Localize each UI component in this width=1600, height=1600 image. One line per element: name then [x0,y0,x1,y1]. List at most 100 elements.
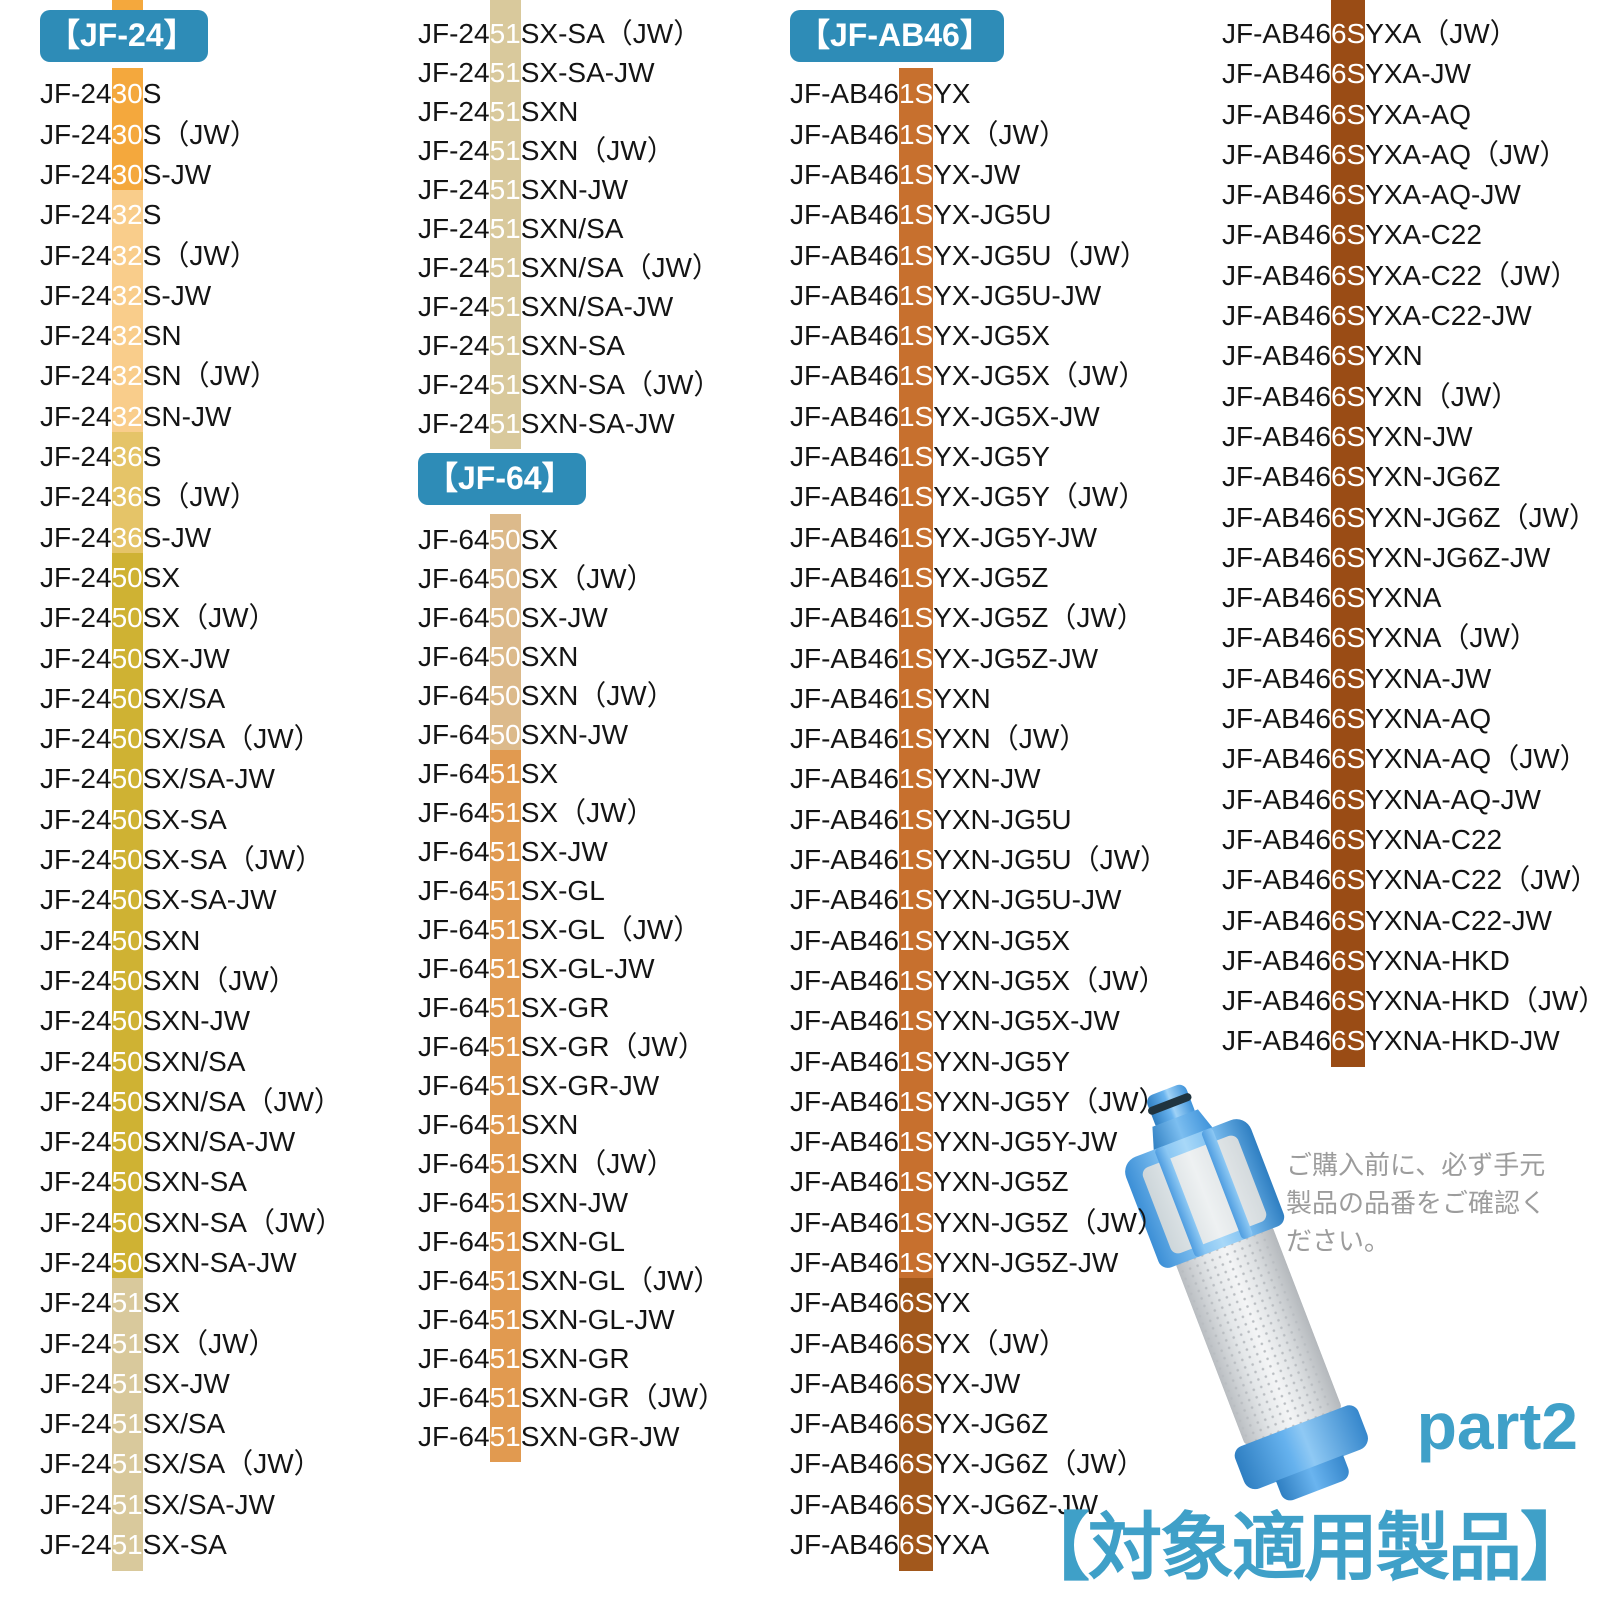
model-item: JF-6451SX（JW） [418,793,786,832]
model-item: JF-6451SX-GR（JW） [418,1027,786,1066]
model-prefix: JF-24 [418,252,490,283]
model-prefix: JF-64 [418,1226,490,1258]
model-item: JF-2450SXN [40,921,410,961]
model-highlight: 1S [898,602,934,634]
model-suffix: YX-JW [933,158,1021,190]
model-suffix: SX-GL [520,875,605,907]
model-item: JF-2450SX-SA（JW） [40,840,410,880]
model-item: JF-AB461SYX-JG5Y [790,437,1210,477]
model-suffix: SXN-GL-JW [520,1304,675,1336]
model-highlight: 6S [1330,783,1366,815]
model-prefix: JF-24 [418,291,490,322]
model-highlight: 1S [898,642,934,674]
model-item: JF-2451SX/SA（JW） [40,1444,410,1484]
model-highlight: 50 [111,642,143,674]
model-prefix: JF-24 [40,158,112,190]
model-item: JF-AB466SYXA-AQ [1222,95,1594,135]
model-item: JF-2451SX [40,1283,410,1323]
model-item: JF-2451SX-JW [40,1364,410,1404]
model-item: JF-AB466SYXNA-AQ [1222,699,1594,739]
model-suffix: SXN [142,924,201,956]
model-suffix: SX/SA-JW [142,1488,275,1520]
model-suffix: SX-SA [142,1529,227,1561]
model-highlight: 50 [111,803,143,835]
model-prefix: JF-24 [40,1206,112,1238]
model-item: JF-6451SXN-GL（JW） [418,1261,786,1300]
model-suffix: YXN [1365,340,1423,372]
model-item: JF-AB466SYXNA-AQ-JW [1222,780,1594,820]
model-prefix: JF-AB46 [1222,944,1331,976]
model-highlight: 50 [111,1085,143,1117]
model-suffix: SN-JW [142,400,232,432]
model-highlight: 1S [898,400,934,432]
model-highlight: 6S [898,1327,934,1359]
model-item: JF-AB461SYX-JG5X（JW） [790,356,1210,396]
model-suffix: YXNA-JW [1365,662,1492,694]
model-highlight: 32 [111,360,143,392]
model-item: JF-AB461SYXN（JW） [790,719,1210,759]
model-highlight: 6S [898,1448,934,1480]
model-prefix: JF-AB46 [790,1166,899,1198]
model-item: JF-2450SX（JW） [40,598,410,638]
model-highlight: 51 [111,1287,143,1319]
model-suffix: SN（JW） [142,360,279,392]
model-item: JF-AB466SYX-JW [790,1364,1210,1404]
model-highlight: 50 [111,561,143,593]
model-prefix: JF-AB46 [790,884,899,916]
model-highlight: 6S [898,1488,934,1520]
model-highlight: 50 [111,682,143,714]
model-suffix: SX/SA-JW [142,763,275,795]
model-highlight: 51 [489,875,521,907]
model-prefix: JF-24 [40,682,112,714]
model-prefix: JF-64 [418,1070,490,1102]
model-prefix: JF-AB46 [1222,259,1331,291]
model-item: JF-AB466SYXNA-C22 [1222,820,1594,860]
model-suffix: SXN-JW [520,719,629,751]
model-item: JF-AB461SYX-JG5U [790,195,1210,235]
model-prefix: JF-AB46 [790,1408,899,1440]
model-item: JF-6451SX-GL [418,871,786,910]
model-suffix: YX-JG6Z-JW [933,1488,1099,1520]
model-highlight: 6S [1330,219,1366,251]
model-suffix: SX/SA [142,682,226,714]
model-suffix: SXN（JW） [142,964,297,996]
model-highlight: 51 [111,1448,143,1480]
model-prefix: JF-AB46 [790,763,899,795]
model-item: JF-AB461SYX-JG5Y（JW） [790,477,1210,517]
model-prefix: JF-24 [418,213,490,244]
model-suffix: SX/SA [142,1408,226,1440]
model-suffix: SX-GL-JW [520,953,655,985]
model-prefix: JF-AB46 [790,1206,899,1238]
model-item: JF-AB461SYXN-JG5Z（JW） [790,1203,1210,1243]
model-item: JF-AB466SYX [790,1283,1210,1323]
model-suffix: SX（JW） [520,563,655,595]
model-highlight: 6S [1330,18,1366,49]
model-suffix: YXNA（JW） [1365,622,1538,654]
model-highlight: 1S [898,118,934,150]
model-item: JF-2450SX-JW [40,639,410,679]
model-suffix: YXN-JG5U [933,803,1072,835]
model-prefix: JF-24 [40,1126,112,1158]
model-highlight: 6S [1330,743,1366,775]
model-suffix: SX（JW） [520,797,655,829]
model-prefix: JF-AB46 [790,1529,899,1561]
model-highlight: 36 [111,521,143,553]
section-badge-row: 【JF-24】 [40,10,410,63]
model-highlight: 1S [898,924,934,956]
model-item: JF-AB466SYXA-C22（JW） [1222,256,1594,296]
model-suffix: SXN-GR [520,1343,630,1375]
model-suffix: SXN/SA（JW） [142,1085,342,1117]
model-item: JF-AB466SYXA（JW） [1222,14,1594,54]
model-prefix: JF-64 [418,1343,490,1375]
model-suffix: SXN [520,1109,579,1141]
model-highlight: 51 [489,252,521,283]
model-highlight: 1S [898,844,934,876]
model-suffix: YXNA-AQ（JW） [1365,743,1588,775]
model-suffix: YX-JG5U [933,199,1052,231]
model-prefix: JF-24 [418,408,490,439]
model-prefix: JF-24 [40,642,112,674]
model-suffix: SX [520,524,559,556]
model-highlight: 6S [1330,985,1366,1017]
model-item: JF-AB461SYXN-JG5U-JW [790,880,1210,920]
model-highlight: 50 [111,1045,143,1077]
